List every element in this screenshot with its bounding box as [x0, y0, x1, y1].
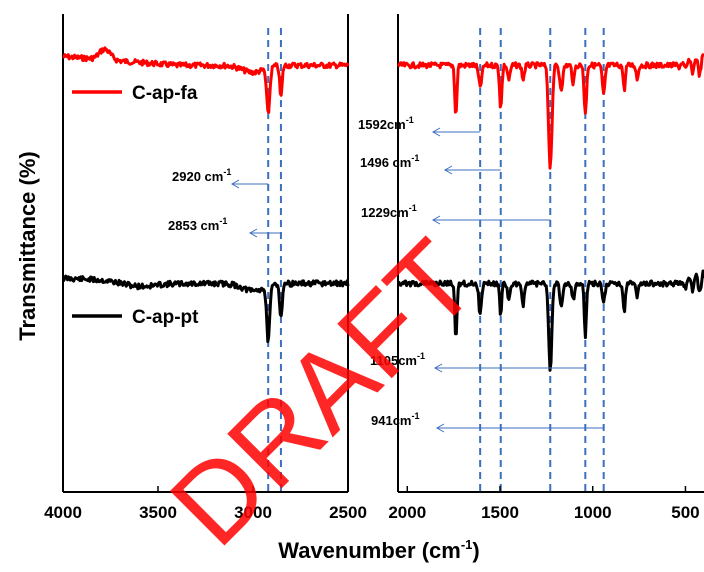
peak-annotation-label: 2853 cm-1 [168, 216, 227, 233]
peak-annotation: 2853 cm-1 [168, 216, 281, 238]
x-axis-title-close: ) [472, 538, 479, 563]
axes: 4000 3500 3000 2500 2000 1500 1000 500 [44, 14, 704, 522]
x-tick-label: 3000 [234, 503, 272, 522]
arrow-head [230, 179, 240, 189]
legend-entry: C-ap-fa [72, 83, 198, 104]
series-line-c-ap-pt [61, 274, 350, 344]
x-tick-label: 3500 [139, 503, 177, 522]
peak-annotation: 1592cm-1 [358, 115, 481, 137]
peak-annotation: 1105cm-1 [370, 351, 586, 373]
draft-watermark: DRAFT [147, 217, 499, 569]
arrow-head [435, 423, 445, 433]
x-tick-label: 1500 [481, 503, 519, 522]
legend: C-ap-fa C-ap-pt [72, 83, 199, 328]
arrow-head [433, 363, 443, 373]
arrow-head [443, 165, 453, 175]
y-axis-title: Transmittance (%) [15, 151, 40, 341]
x-tick-label: 2500 [329, 503, 367, 522]
legend-label: C-ap-pt [132, 307, 199, 328]
x-tick-label: 4000 [44, 503, 82, 522]
series-line-c-ap-pt [397, 269, 704, 372]
peak-annotation-label: 1229cm-1 [361, 203, 417, 220]
peak-annotation-label: 1592cm-1 [358, 115, 414, 132]
spectra [61, 46, 704, 372]
arrow-head [431, 215, 441, 225]
peak-annotation-label: 941cm-1 [371, 411, 420, 428]
arrow-head [248, 228, 258, 238]
x-tick-label: 1000 [574, 503, 612, 522]
x-axis-title: Wavenumber (cm-1) [278, 537, 479, 563]
x-tick-label: 500 [671, 503, 699, 522]
peak-annotation: 1229cm-1 [361, 203, 551, 225]
series-line-c-ap-fa [396, 53, 704, 170]
peak-annotation: 1496 cm-1 [360, 153, 501, 175]
peak-annotations: 2920 cm-1 2853 cm-1 1592cm-1 1496 cm-1 1229c… [168, 115, 604, 433]
legend-label: C-ap-fa [132, 83, 198, 104]
x-tick-label: 2000 [388, 503, 426, 522]
arrow-head [431, 127, 441, 137]
axis-panel-1: 4000 3500 3000 2500 [44, 14, 367, 522]
peak-annotation-label: 2920 cm-1 [172, 167, 231, 184]
legend-entry: C-ap-pt [72, 307, 199, 328]
x-axis-title-main: Wavenumber (cm [278, 538, 461, 563]
x-axis-title-sup: -1 [461, 537, 473, 552]
series-line-c-ap-fa [62, 46, 350, 114]
peak-annotation: 941cm-1 [371, 411, 604, 433]
peak-annotation-label: 1496 cm-1 [360, 153, 419, 170]
axis-panel-2: 2000 1500 1000 500 [388, 14, 704, 522]
peak-annotation-label: 1105cm-1 [370, 351, 425, 368]
peak-annotation: 2920 cm-1 [172, 167, 269, 189]
